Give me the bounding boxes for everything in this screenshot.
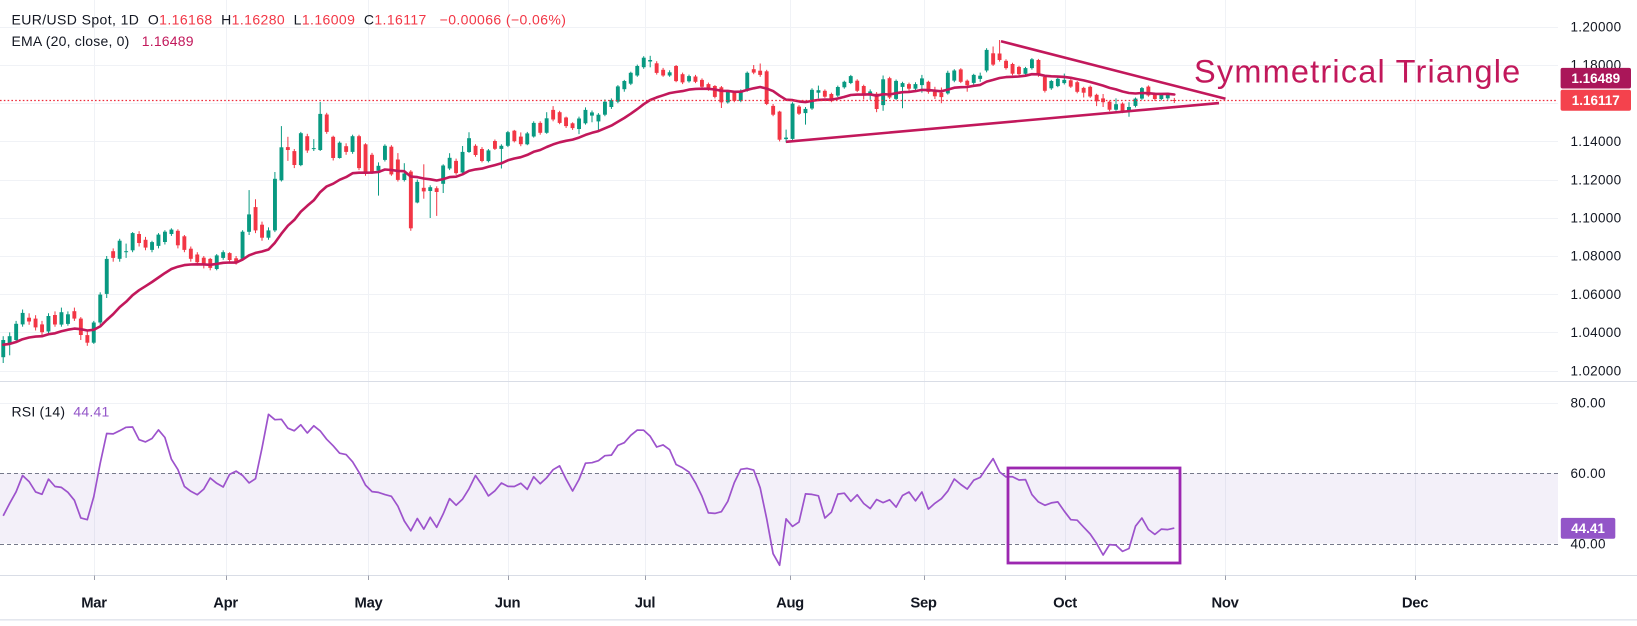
svg-text:Dec: Dec <box>1402 596 1428 612</box>
svg-text:1.16117: 1.16117 <box>1572 93 1620 108</box>
svg-text:1.16489: 1.16489 <box>1571 71 1620 86</box>
svg-text:1.08000: 1.08000 <box>1571 249 1622 264</box>
svg-text:1.04000: 1.04000 <box>1571 325 1622 340</box>
svg-text:60.00: 60.00 <box>1571 466 1606 481</box>
svg-text:1.12000: 1.12000 <box>1571 172 1622 187</box>
svg-text:80.00: 80.00 <box>1571 395 1606 410</box>
svg-text:EUR/USD Spot, 1D O1.16168 H1: EUR/USD Spot, 1D O1.16168 H1.16280 L1.16… <box>12 12 567 28</box>
svg-text:Aug: Aug <box>776 596 804 612</box>
svg-text:Jun: Jun <box>495 596 521 612</box>
svg-text:Jul: Jul <box>635 596 656 612</box>
svg-text:Nov: Nov <box>1211 596 1239 612</box>
svg-text:Mar: Mar <box>81 596 107 612</box>
svg-text:Oct: Oct <box>1053 596 1077 612</box>
svg-text:1.10000: 1.10000 <box>1571 211 1622 226</box>
svg-text:40.00: 40.00 <box>1571 536 1606 551</box>
svg-text:RSI (14) 44.41: RSI (14) 44.41 <box>12 404 110 420</box>
svg-text:1.06000: 1.06000 <box>1571 287 1622 302</box>
svg-text:May: May <box>355 596 384 612</box>
svg-text:1.02000: 1.02000 <box>1571 363 1622 378</box>
svg-text:Sep: Sep <box>910 596 936 612</box>
svg-text:44.41: 44.41 <box>1571 521 1605 536</box>
svg-text:1.20000: 1.20000 <box>1571 20 1622 35</box>
svg-text:Symmetrical Triangle: Symmetrical Triangle <box>1194 54 1521 90</box>
svg-text:Apr: Apr <box>213 596 238 612</box>
svg-text:1.14000: 1.14000 <box>1571 134 1622 149</box>
svg-text:EMA (20, close, 0) 1.16489: EMA (20, close, 0) 1.16489 <box>12 33 194 49</box>
